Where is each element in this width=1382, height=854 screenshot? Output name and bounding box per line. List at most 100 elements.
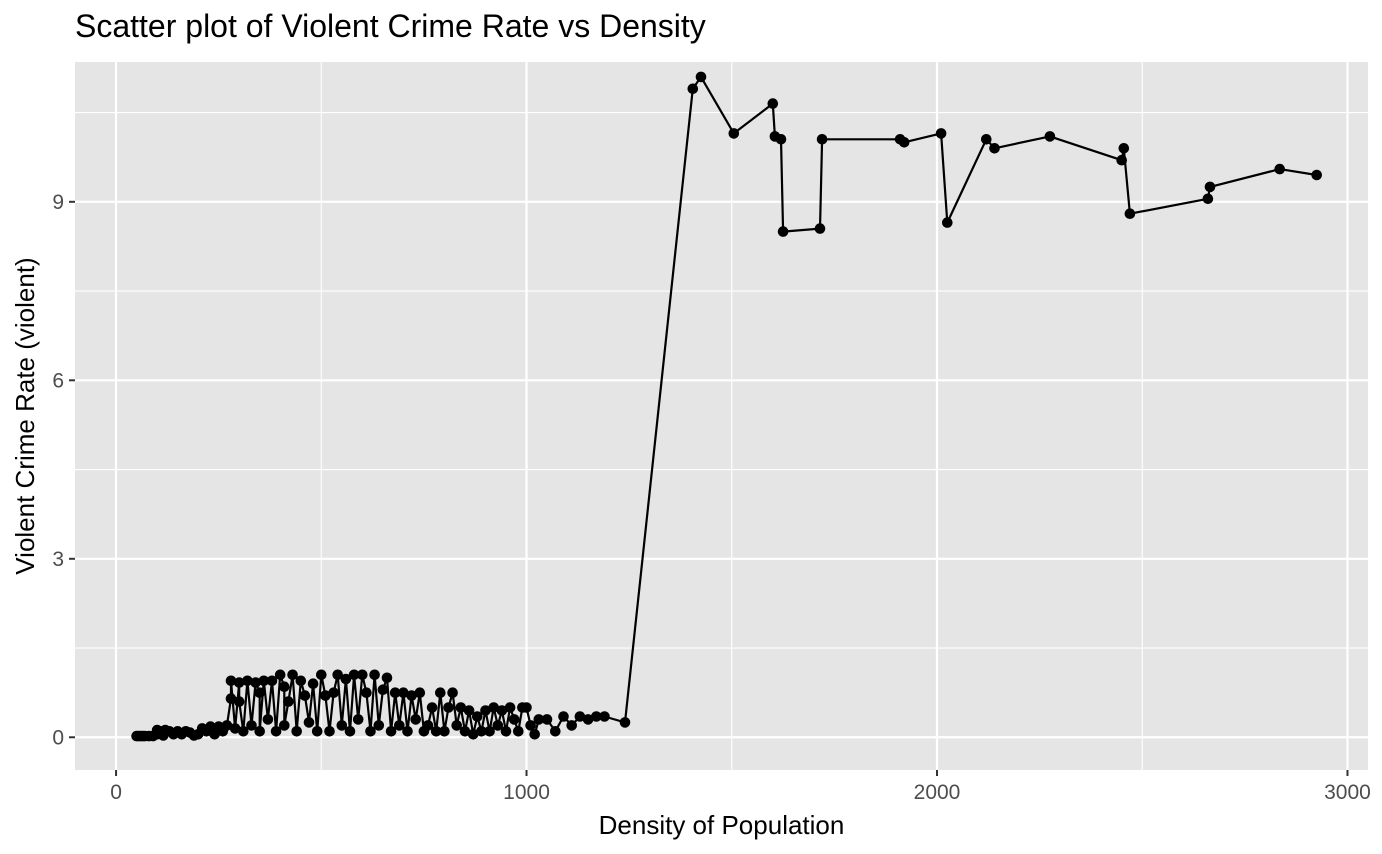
data-points — [131, 71, 1322, 742]
data-point — [435, 687, 446, 698]
data-point — [599, 711, 610, 722]
data-point — [463, 705, 475, 716]
chart-title: Scatter plot of Violent Crime Rate vs De… — [75, 8, 706, 44]
data-point — [352, 714, 364, 725]
data-point — [816, 134, 828, 145]
data-point — [385, 726, 397, 737]
data-point — [262, 714, 274, 725]
data-point — [336, 720, 348, 731]
data-point — [775, 134, 787, 145]
y-axis-title: Violent Crime Rate (violent) — [10, 257, 40, 574]
data-point — [582, 714, 594, 725]
data-point — [398, 687, 409, 698]
data-point — [1118, 143, 1130, 154]
data-point — [320, 690, 331, 701]
data-point — [279, 681, 290, 692]
data-point — [541, 714, 553, 725]
data-point — [989, 143, 1000, 154]
data-point — [303, 717, 315, 728]
data-point — [484, 726, 495, 737]
data-point — [521, 702, 532, 713]
data-point — [1202, 193, 1214, 205]
data-point — [340, 673, 352, 685]
data-point — [513, 726, 524, 737]
data-point — [258, 675, 270, 687]
data-point — [254, 726, 265, 737]
data-point — [443, 702, 454, 713]
data-point — [287, 669, 298, 681]
data-point — [357, 669, 368, 681]
data-point — [687, 83, 699, 95]
data-point — [426, 702, 438, 713]
data-point — [942, 217, 953, 228]
data-point — [472, 711, 483, 722]
data-point — [476, 726, 487, 737]
x-tick-label: 0 — [110, 781, 122, 804]
data-point — [369, 669, 380, 681]
data-point — [504, 702, 516, 713]
data-point — [1204, 181, 1216, 193]
data-point — [574, 711, 586, 722]
data-point — [558, 711, 569, 722]
y-tick-label: 3 — [52, 548, 64, 571]
data-point — [1044, 131, 1056, 142]
data-point — [225, 693, 237, 704]
data-point — [767, 98, 779, 109]
data-point — [447, 687, 458, 698]
data-point — [311, 726, 323, 737]
data-point — [246, 720, 257, 731]
data-point — [389, 687, 401, 698]
data-point — [377, 684, 389, 695]
data-point — [373, 720, 385, 731]
data-point — [279, 720, 290, 731]
data-point — [619, 717, 631, 728]
data-point — [328, 687, 339, 698]
x-tick-label: 1000 — [503, 781, 550, 804]
axis-ticks: 0 1000 2000 3000 0 3 6 9 — [52, 191, 1371, 804]
data-point — [254, 687, 265, 698]
data-point — [242, 675, 253, 687]
y-tick-label: 9 — [52, 191, 64, 214]
data-point — [777, 226, 789, 237]
data-point — [299, 690, 311, 701]
data-point — [1274, 163, 1285, 175]
grid-lines — [75, 62, 1368, 770]
data-point — [332, 669, 344, 681]
y-tick-label: 0 — [52, 726, 64, 749]
data-point — [529, 729, 540, 740]
data-point — [291, 726, 303, 737]
data-point — [459, 726, 471, 737]
data-point — [233, 677, 245, 688]
data-point — [508, 714, 520, 725]
data-point — [1116, 154, 1127, 166]
data-point — [225, 675, 237, 687]
data-point — [422, 720, 434, 731]
data-point — [525, 720, 536, 731]
data-point — [451, 720, 463, 731]
data-point — [233, 696, 245, 707]
data-point — [935, 128, 947, 139]
data-point — [283, 696, 294, 707]
data-point — [1124, 208, 1136, 219]
data-point — [381, 672, 393, 684]
data-point — [402, 726, 413, 737]
data-point — [365, 726, 376, 737]
data-point — [480, 705, 491, 716]
x-tick-label: 2000 — [914, 781, 961, 804]
data-point — [898, 137, 910, 148]
data-point — [500, 726, 512, 737]
data-point — [728, 128, 740, 139]
data-point — [981, 134, 992, 145]
data-point — [348, 669, 360, 681]
data-point — [344, 726, 356, 737]
data-point — [439, 726, 450, 737]
data-point — [274, 669, 286, 681]
data-point — [307, 678, 319, 689]
data-point — [591, 711, 602, 722]
data-point — [414, 687, 426, 698]
data-point — [695, 71, 707, 83]
data-point — [266, 675, 278, 687]
data-point — [229, 723, 241, 734]
